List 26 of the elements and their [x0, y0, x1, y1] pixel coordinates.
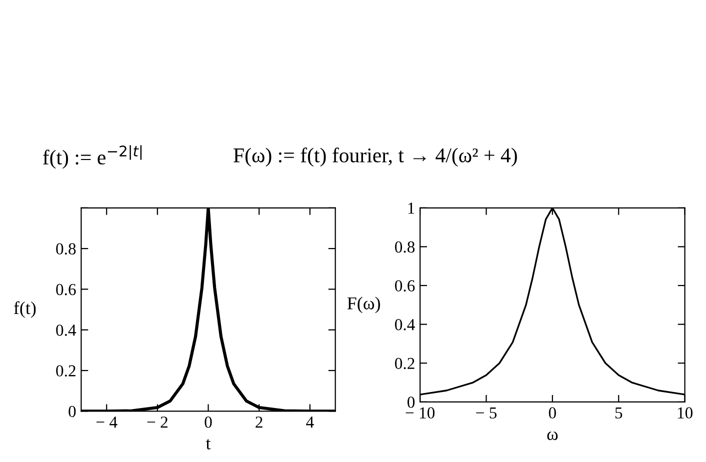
text: f(t) := e$^{−2|t|}$: [43, 145, 142, 169]
y-tick-label: 0.6: [395, 280, 415, 292]
y-tick-label: 0.6: [56, 284, 76, 296]
x-tick-label: 4: [306, 416, 314, 428]
x-axis-title: t: [206, 439, 211, 450]
y-tick-label: 0.2: [56, 365, 76, 377]
text: F(ω) := f(t) fourier, t → 4/(ω² + 4): [234, 148, 517, 167]
x-tick-label: 10: [678, 407, 693, 419]
y-tick-label: 0.8: [395, 241, 415, 253]
y-tick-label: 1: [408, 202, 414, 214]
x-tick-label: − 4: [96, 416, 118, 428]
x-tick-label: − 5: [476, 407, 497, 419]
y-tick-label: 0.4: [395, 319, 415, 330]
y-axis-title: F(ω): [347, 296, 380, 314]
y-tick-label: 0.4: [56, 324, 76, 336]
x-tick-label: − 2: [147, 416, 168, 428]
y-tick-label: 0.8: [56, 243, 76, 255]
x-tick-label: 5: [615, 407, 622, 419]
y-axis-title: f(t): [14, 301, 36, 318]
y-tick-label: 0: [408, 396, 415, 408]
x-tick-label: 2: [256, 416, 262, 428]
x-tick-label: − 10: [406, 407, 435, 419]
x-axis-title: ω: [547, 432, 558, 440]
x-tick-label: 0: [204, 416, 212, 428]
x-tick-label: 0: [548, 407, 556, 419]
y-tick-label: 0.2: [395, 358, 414, 370]
